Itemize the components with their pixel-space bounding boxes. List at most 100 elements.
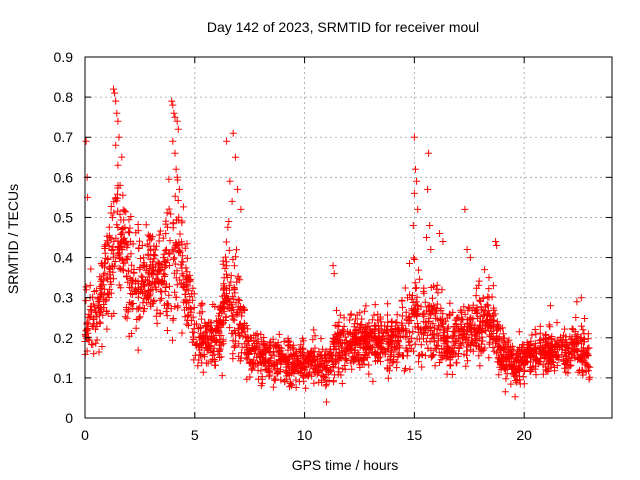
data-point: [388, 341, 396, 349]
data-point: [469, 301, 477, 309]
data-point: [96, 318, 104, 326]
data-point: [457, 320, 465, 328]
data-point: [198, 334, 206, 342]
data-point: [438, 345, 446, 352]
data-point: [299, 353, 307, 361]
data-point: [521, 360, 529, 368]
data-point: [554, 343, 561, 351]
data-point: [394, 332, 402, 340]
data-point: [90, 300, 97, 308]
data-point: [92, 339, 100, 347]
data-point: [563, 341, 571, 349]
data-point: [222, 253, 229, 261]
data-point: [457, 308, 465, 316]
data-point: [475, 343, 483, 350]
data-point: [584, 362, 592, 370]
data-point: [243, 375, 251, 383]
data-point: [187, 275, 195, 283]
data-point: [225, 295, 232, 303]
data-point: [140, 307, 148, 315]
data-point: [341, 355, 349, 363]
data-point: [169, 336, 176, 344]
data-point: [443, 332, 451, 340]
data-point: [245, 359, 253, 367]
data-point: [107, 280, 115, 288]
data-point: [173, 281, 181, 289]
data-point: [411, 323, 419, 331]
data-point: [240, 319, 248, 327]
data-point: [463, 246, 471, 253]
data-point: [561, 325, 569, 333]
data-point: [195, 356, 203, 364]
data-point: [170, 255, 177, 263]
data-point: [529, 363, 537, 371]
data-point: [410, 133, 418, 141]
data-point: [346, 339, 354, 346]
data-point: [413, 177, 421, 185]
chart-title: Day 142 of 2023, SRMTID for receiver mou…: [207, 19, 479, 35]
data-point: [172, 293, 180, 301]
data-point: [388, 359, 396, 367]
data-point: [172, 239, 180, 247]
data-point: [187, 317, 195, 325]
data-point: [497, 347, 505, 355]
data-point: [101, 285, 109, 293]
data-point: [302, 384, 310, 392]
data-point: [216, 354, 223, 361]
data-point: [234, 185, 242, 193]
data-point: [251, 350, 259, 358]
data-point: [290, 370, 298, 377]
data-point: [546, 323, 554, 331]
data-point: [508, 365, 516, 373]
data-point: [545, 321, 553, 329]
data-point: [245, 337, 253, 345]
data-point: [125, 229, 133, 237]
data-point: [238, 343, 246, 351]
data-point: [553, 352, 561, 360]
data-point: [468, 306, 476, 314]
data-point: [105, 242, 113, 250]
data-point: [417, 303, 425, 311]
data-point: [230, 262, 238, 270]
data-point: [161, 247, 169, 255]
data-point: [336, 329, 344, 337]
data-point: [444, 323, 452, 331]
data-point: [361, 329, 369, 337]
data-point: [160, 250, 168, 258]
data-point: [411, 279, 419, 287]
data-point: [264, 366, 272, 374]
data-point: [281, 378, 289, 386]
data-point: [427, 303, 435, 311]
data-point: [229, 292, 237, 300]
data-point: [368, 316, 376, 324]
data-point: [539, 361, 547, 369]
data-point: [107, 203, 115, 210]
data-point: [172, 165, 180, 173]
data-point: [114, 246, 122, 254]
data-point: [109, 243, 117, 251]
data-point: [412, 284, 420, 292]
data-point: [515, 348, 523, 355]
data-point: [431, 362, 439, 370]
data-point: [225, 305, 233, 312]
data-point: [536, 345, 544, 353]
x-tick-label: 10: [297, 427, 313, 443]
data-point: [119, 206, 127, 214]
data-point: [451, 329, 459, 337]
data-point: [336, 349, 343, 357]
data-point: [258, 379, 266, 387]
data-point: [443, 314, 451, 322]
data-point: [309, 353, 317, 361]
data-point: [507, 380, 515, 388]
data-point: [581, 315, 589, 322]
data-point: [340, 314, 348, 322]
data-point: [232, 253, 239, 261]
data-point: [134, 305, 142, 313]
data-point: [123, 256, 131, 264]
data-point: [127, 213, 135, 220]
data-point: [495, 333, 503, 341]
data-point: [388, 325, 396, 333]
data-point: [452, 359, 460, 367]
data-point: [231, 285, 239, 293]
data-point: [236, 332, 244, 340]
